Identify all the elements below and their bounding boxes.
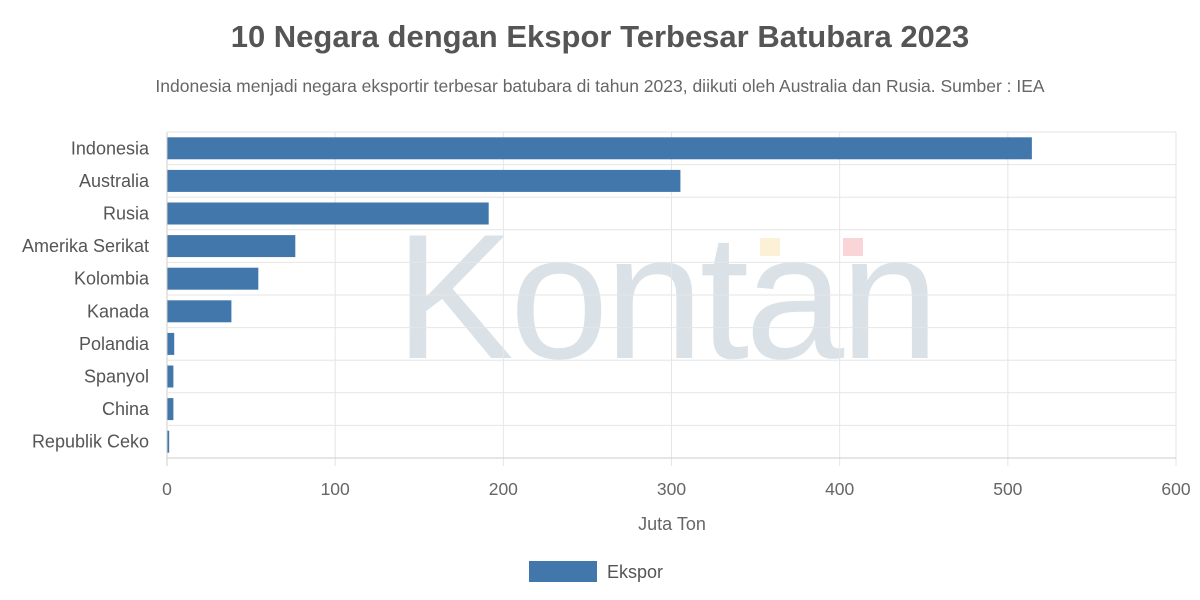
bar[interactable] [167, 202, 489, 225]
category-label: Kolombia [74, 269, 150, 289]
x-axis-title: Juta Ton [638, 514, 706, 534]
svg-text:Kontan: Kontan [395, 197, 935, 396]
category-label: Spanyol [84, 367, 149, 387]
bar[interactable] [167, 169, 681, 192]
watermark-logo: Kontan [395, 197, 939, 396]
bar[interactable] [167, 365, 174, 388]
legend[interactable]: Ekspor [529, 561, 663, 582]
bar[interactable] [167, 332, 175, 355]
chart-title: 10 Negara dengan Ekspor Terbesar Batubar… [231, 19, 970, 54]
x-tick-label: 500 [993, 479, 1022, 499]
x-tick-label: 100 [321, 479, 350, 499]
category-label: Australia [79, 171, 150, 191]
category-label: Republik Ceko [32, 432, 149, 452]
x-tick-label: 600 [1161, 479, 1190, 499]
bars [167, 137, 1032, 453]
category-label: Indonesia [71, 138, 150, 158]
x-axis-tick-labels: 0 100 200 300 400 500 600 [162, 479, 1191, 499]
bar[interactable] [167, 398, 174, 421]
bar[interactable] [167, 430, 170, 453]
legend-label-ekspor[interactable]: Ekspor [607, 562, 663, 582]
x-tick-label: 200 [489, 479, 518, 499]
category-label: China [102, 399, 150, 419]
x-tick-label: 400 [825, 479, 854, 499]
category-label: Polandia [79, 334, 150, 354]
chart-subtitle: Indonesia menjadi negara eksportir terbe… [155, 76, 1044, 96]
bar[interactable] [167, 235, 296, 258]
x-tick-label: 0 [162, 479, 172, 499]
x-tick-label: 300 [657, 479, 686, 499]
bar[interactable] [167, 137, 1032, 160]
category-label: Rusia [103, 204, 150, 224]
grid-lines [166, 131, 1177, 466]
bar[interactable] [167, 267, 259, 290]
bar[interactable] [167, 300, 232, 323]
legend-swatch-ekspor[interactable] [529, 561, 597, 582]
category-label: Amerika Serikat [22, 236, 149, 256]
category-labels: Indonesia Australia Rusia Amerika Serikat Ko… [22, 138, 150, 451]
category-label: Kanada [87, 301, 150, 321]
